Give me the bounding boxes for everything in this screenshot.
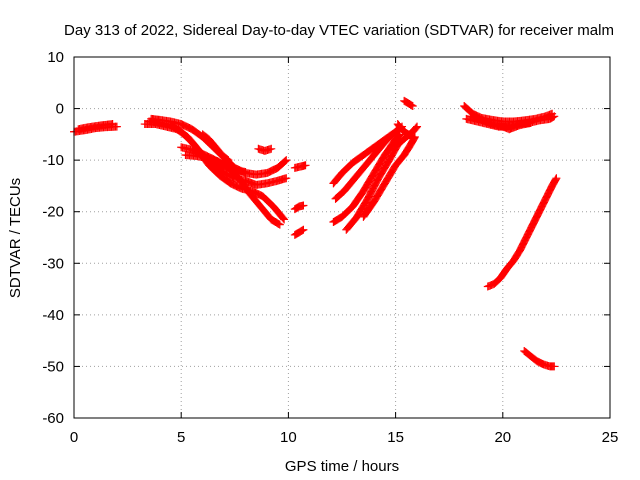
data-point bbox=[279, 214, 288, 223]
series-arc-18 bbox=[393, 120, 417, 141]
data-point bbox=[299, 201, 308, 210]
data-point bbox=[274, 219, 283, 228]
data-point bbox=[408, 132, 417, 141]
chart-title: Day 313 of 2022, Sidereal Day-to-day VTE… bbox=[64, 22, 614, 39]
y-tick-label: -60 bbox=[42, 410, 64, 427]
data-point bbox=[395, 131, 404, 140]
x-tick-labels: 0 5 10 15 20 25 bbox=[70, 429, 619, 446]
y-axis-label: SDTVAR / TECUs bbox=[7, 178, 24, 298]
data-point bbox=[112, 122, 121, 131]
axis-ticks bbox=[73, 56, 611, 419]
y-tick-label: -30 bbox=[42, 255, 64, 272]
y-tick-label: -20 bbox=[42, 204, 64, 221]
series-arc-15 bbox=[329, 130, 404, 227]
y-tick-label: -50 bbox=[42, 358, 64, 375]
y-tick-label: 0 bbox=[56, 101, 64, 118]
data-point bbox=[411, 124, 420, 133]
x-tick-label: 5 bbox=[177, 429, 185, 446]
data-point bbox=[282, 174, 291, 183]
series-arc-2 bbox=[74, 120, 117, 134]
y-tick-labels: 10 0 -10 -20 -30 -40 -50 -60 bbox=[42, 49, 64, 427]
data-point bbox=[282, 156, 291, 165]
data-point bbox=[275, 220, 284, 229]
data-point bbox=[280, 215, 289, 224]
y-tick-label: 10 bbox=[47, 49, 64, 66]
data-point bbox=[299, 225, 308, 234]
data-point bbox=[298, 226, 307, 235]
series-arc-22 bbox=[466, 112, 535, 134]
data-point bbox=[551, 175, 560, 184]
series-arc-10 bbox=[290, 161, 310, 172]
data-point bbox=[267, 144, 276, 153]
data-point bbox=[395, 130, 404, 139]
x-axis-label: GPS time / hours bbox=[285, 458, 399, 475]
series-arc-17 bbox=[359, 132, 419, 221]
data-point bbox=[550, 112, 559, 121]
data-point bbox=[408, 101, 417, 110]
x-tick-label: 10 bbox=[280, 429, 297, 446]
x-tick-label: 15 bbox=[387, 429, 404, 446]
data-point bbox=[223, 155, 232, 164]
plot-frame bbox=[73, 56, 611, 419]
data-point bbox=[280, 157, 289, 166]
data-point bbox=[241, 168, 250, 177]
data-point bbox=[550, 362, 559, 371]
series-arc-9 bbox=[254, 144, 276, 155]
data-point bbox=[526, 119, 535, 128]
data-point bbox=[413, 122, 422, 131]
data-point bbox=[412, 123, 421, 132]
y-tick-label: -40 bbox=[42, 307, 64, 324]
data-point bbox=[281, 157, 290, 166]
data-point bbox=[394, 132, 403, 141]
gridlines bbox=[74, 57, 610, 418]
x-tick-label: 20 bbox=[494, 429, 511, 446]
data-point bbox=[108, 120, 117, 129]
x-tick-label: 25 bbox=[602, 429, 619, 446]
x-tick-label: 0 bbox=[70, 429, 78, 446]
data-points bbox=[70, 96, 561, 371]
data-point bbox=[552, 174, 561, 183]
data-point bbox=[224, 156, 233, 165]
series-arc-19 bbox=[400, 96, 417, 110]
data-point bbox=[549, 112, 558, 121]
series-arc-24 bbox=[520, 346, 559, 371]
series-arc-23 bbox=[483, 174, 561, 291]
y-tick-label: -10 bbox=[42, 152, 64, 169]
series-arc-8 bbox=[198, 130, 233, 165]
data-point bbox=[301, 161, 310, 170]
series-arc-11 bbox=[290, 201, 308, 214]
series-arc-12 bbox=[290, 225, 308, 239]
data-point bbox=[407, 132, 416, 141]
data-point bbox=[407, 101, 416, 110]
series-arc-7 bbox=[177, 143, 250, 177]
